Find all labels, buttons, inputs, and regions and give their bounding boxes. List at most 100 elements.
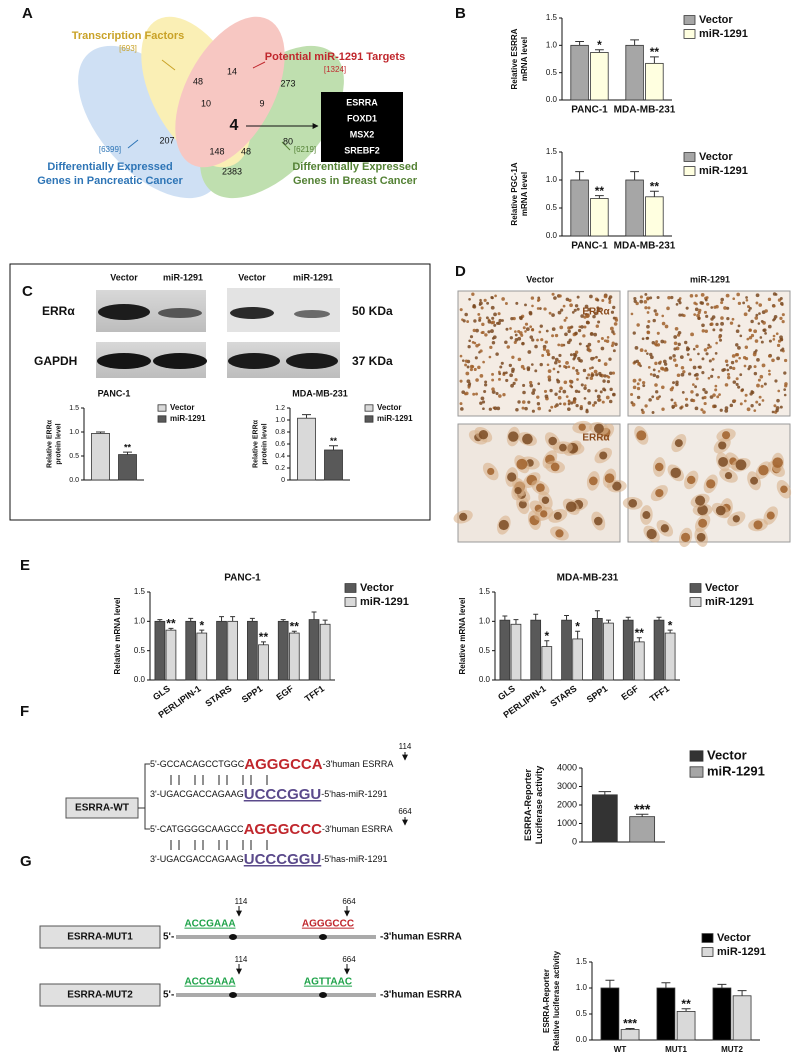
cell bbox=[656, 343, 661, 347]
cell bbox=[647, 366, 651, 369]
cell bbox=[752, 352, 757, 357]
error-bar bbox=[594, 610, 600, 619]
cell bbox=[486, 301, 490, 305]
blot-row: GAPDH bbox=[34, 354, 77, 368]
cell bbox=[521, 406, 525, 410]
cell bbox=[710, 322, 714, 326]
significance: * bbox=[544, 629, 549, 643]
cell bbox=[514, 330, 517, 333]
cell bbox=[714, 352, 718, 355]
cell bbox=[661, 321, 666, 326]
cell bbox=[724, 406, 729, 410]
cell bbox=[576, 295, 580, 299]
cell bbox=[546, 352, 551, 357]
significance: ** bbox=[330, 436, 338, 446]
cell bbox=[729, 321, 734, 325]
cell bbox=[684, 403, 689, 408]
cell bbox=[754, 339, 759, 343]
significance: * bbox=[575, 619, 580, 633]
y-axis-label: mRNA level bbox=[520, 37, 529, 81]
cell bbox=[650, 355, 654, 360]
venn-count: 48 bbox=[193, 76, 203, 86]
cell bbox=[593, 332, 598, 337]
cell bbox=[583, 386, 587, 390]
cell bbox=[540, 338, 544, 342]
cell bbox=[779, 301, 784, 306]
cell bbox=[684, 397, 689, 401]
cell bbox=[735, 459, 747, 471]
cell bbox=[501, 297, 505, 301]
cell bbox=[739, 373, 743, 377]
cell bbox=[660, 366, 664, 371]
venn-set-name: Differentially Expressed bbox=[47, 161, 172, 173]
cell bbox=[654, 361, 658, 366]
legend-swatch bbox=[364, 415, 374, 423]
cell bbox=[730, 360, 735, 365]
cell bbox=[544, 394, 549, 399]
legend-label: miR-1291 bbox=[699, 165, 748, 177]
cell bbox=[695, 495, 706, 506]
cell bbox=[559, 325, 564, 330]
cell bbox=[743, 312, 748, 317]
cell bbox=[655, 396, 660, 401]
cell bbox=[514, 333, 518, 337]
cell bbox=[601, 400, 605, 404]
cell bbox=[479, 349, 483, 353]
cell bbox=[580, 383, 584, 387]
significance: * bbox=[199, 618, 204, 632]
cell bbox=[639, 299, 644, 304]
cell bbox=[750, 319, 754, 324]
cell bbox=[697, 316, 701, 320]
venn-count: 80 bbox=[283, 136, 293, 146]
cell bbox=[596, 394, 601, 399]
cell bbox=[554, 361, 558, 365]
cell bbox=[471, 365, 475, 369]
error-bar bbox=[595, 49, 604, 53]
panel-label: D bbox=[455, 263, 466, 280]
cell bbox=[692, 365, 697, 370]
cell bbox=[651, 411, 655, 414]
error-bar bbox=[302, 414, 311, 419]
cell bbox=[779, 405, 783, 409]
cell bbox=[585, 409, 589, 414]
cell bbox=[640, 408, 644, 412]
y-tick-label: 0.5 bbox=[69, 453, 79, 460]
y-tick-label: 1.0 bbox=[576, 983, 588, 992]
blot-size: 37 KDa bbox=[352, 354, 393, 368]
bar bbox=[603, 622, 614, 681]
bar bbox=[288, 632, 300, 681]
cell bbox=[726, 368, 730, 372]
cell bbox=[738, 356, 741, 360]
mut-site: AGTTAAC bbox=[304, 977, 352, 988]
x-tick-label: GLS bbox=[496, 683, 517, 702]
cell bbox=[598, 398, 602, 402]
cell bbox=[610, 344, 614, 348]
cell bbox=[524, 303, 527, 307]
significance: ** bbox=[595, 184, 605, 198]
bar bbox=[185, 620, 197, 681]
legend-label: Vector bbox=[360, 582, 394, 594]
cell bbox=[520, 364, 525, 369]
cell bbox=[570, 401, 574, 405]
cell bbox=[692, 399, 696, 403]
bar bbox=[216, 620, 227, 681]
cell bbox=[565, 361, 569, 365]
cell bbox=[565, 297, 570, 302]
cell bbox=[608, 399, 613, 404]
five-prime: 5'- bbox=[163, 990, 174, 1001]
cell bbox=[735, 382, 739, 386]
cell bbox=[663, 362, 668, 366]
cell bbox=[461, 390, 466, 395]
ihc-column: Vector bbox=[526, 274, 554, 284]
y-axis-label: ESRRA-Reporter bbox=[523, 769, 533, 842]
cell bbox=[514, 487, 522, 495]
cell bbox=[587, 308, 591, 312]
cell bbox=[510, 383, 514, 388]
cell bbox=[678, 301, 682, 305]
cell bbox=[670, 398, 674, 402]
cell bbox=[477, 365, 481, 370]
bar bbox=[656, 987, 676, 1041]
cell bbox=[642, 384, 646, 388]
cell bbox=[574, 389, 579, 394]
